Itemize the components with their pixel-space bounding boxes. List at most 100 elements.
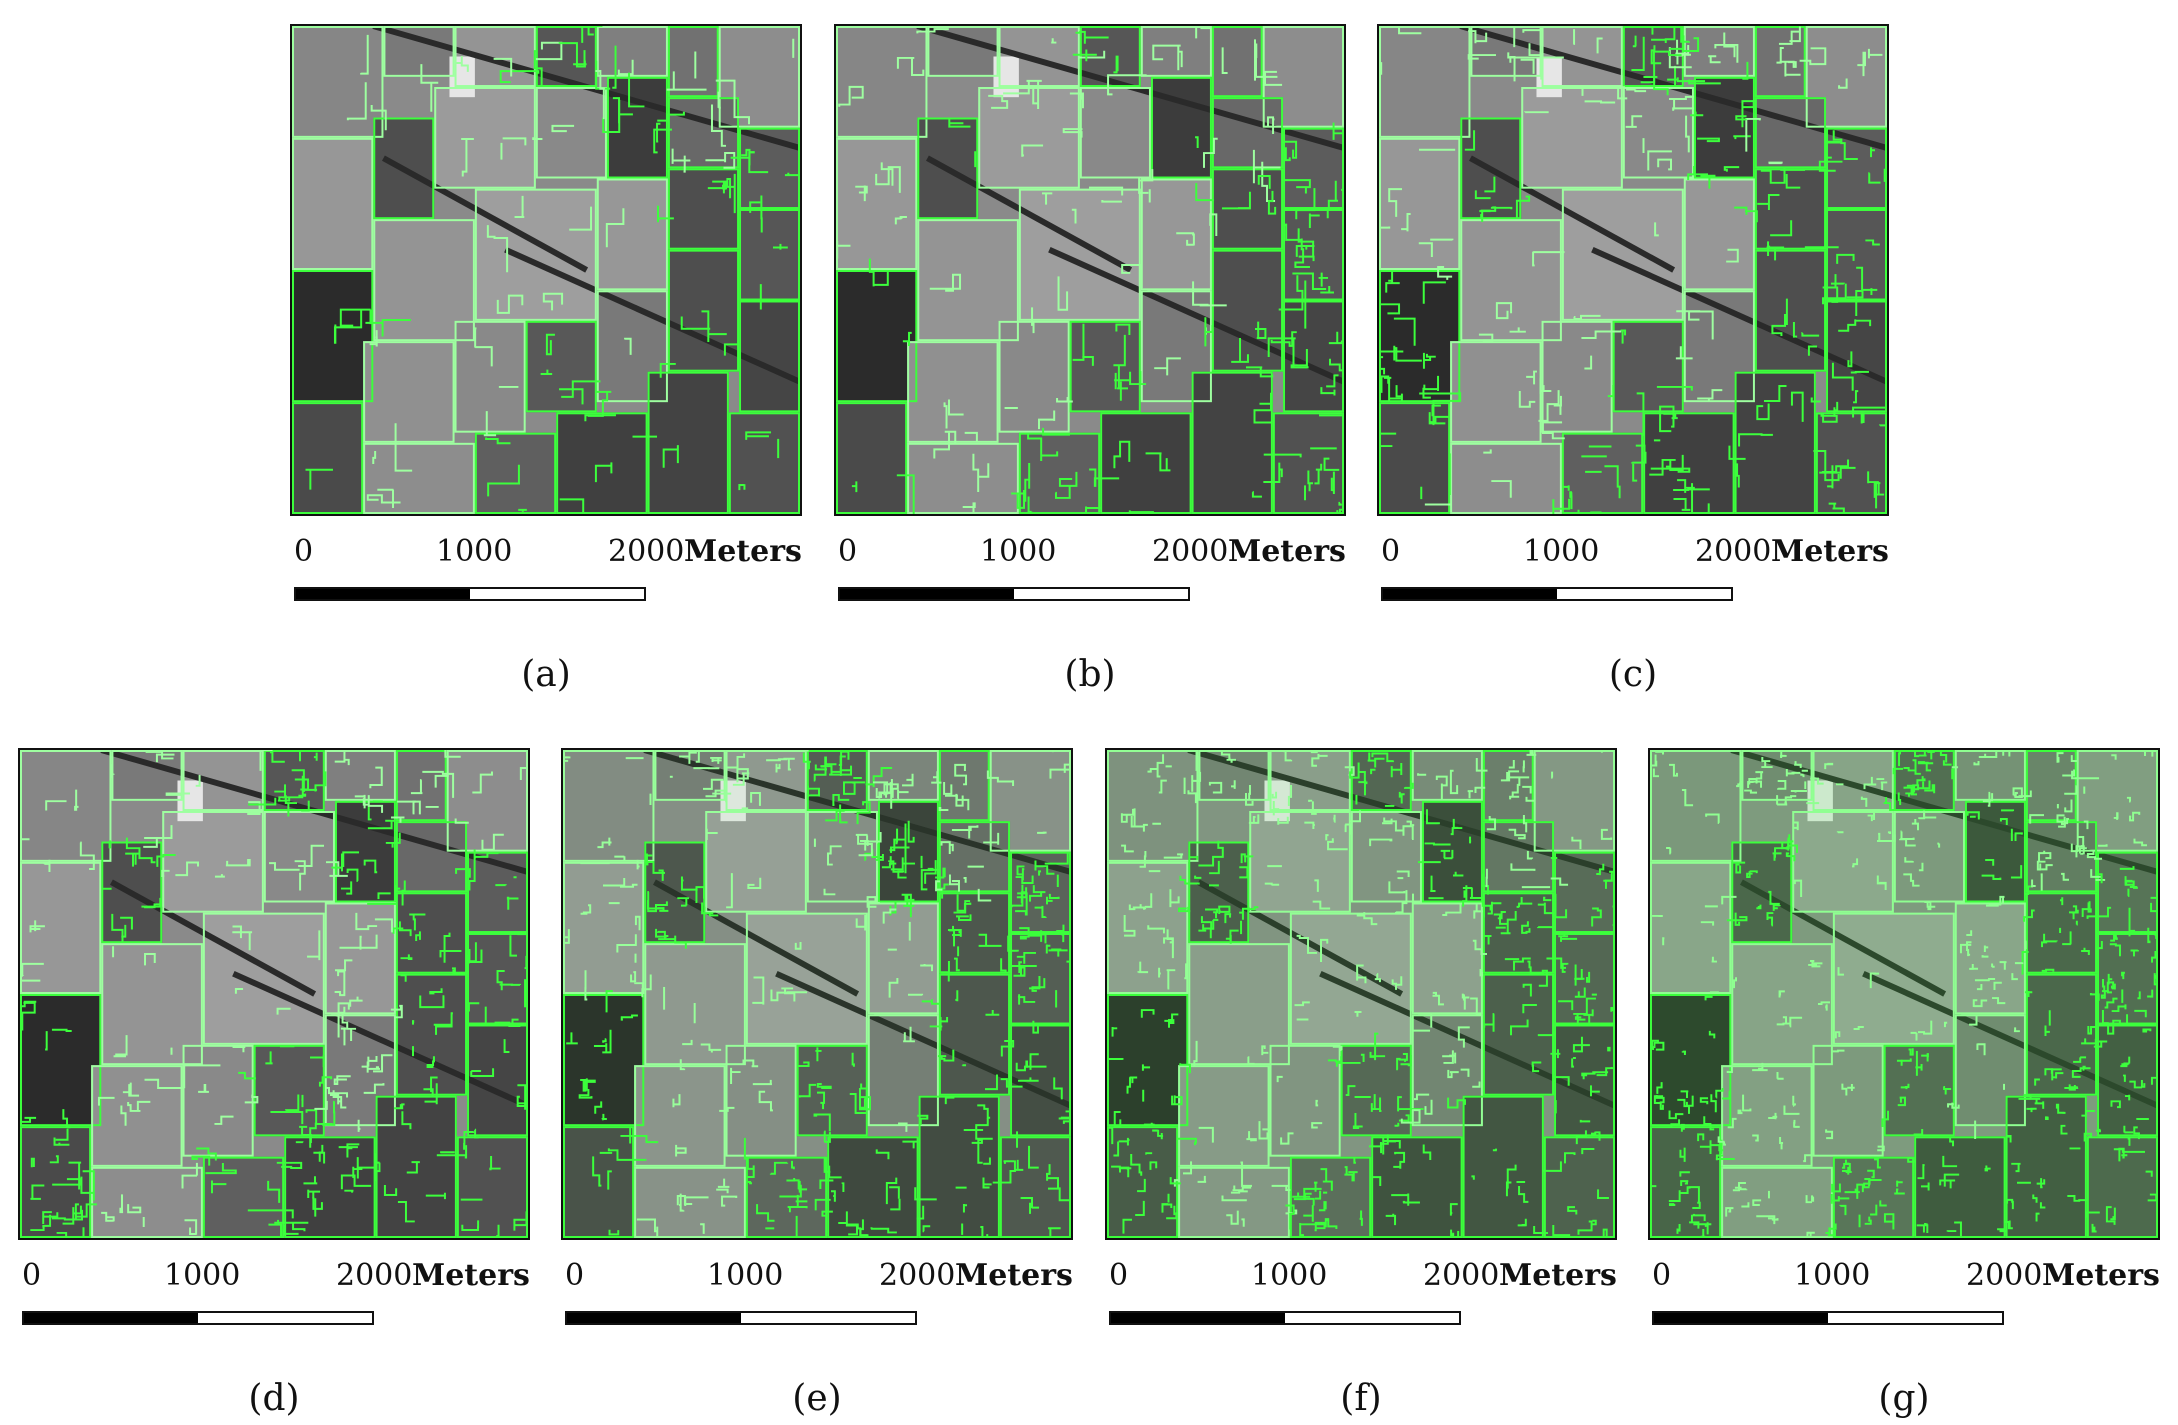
segment-boundary xyxy=(49,1155,59,1164)
segment-boundary xyxy=(842,781,866,795)
segment-boundary xyxy=(284,1136,376,1238)
segment-boundary xyxy=(20,826,30,841)
segment-boundary xyxy=(1813,450,1840,482)
segment-boundary xyxy=(1525,796,1535,802)
segment-boundary xyxy=(1449,1052,1457,1064)
segment-boundary xyxy=(569,206,593,231)
segment-boundary xyxy=(1417,773,1427,776)
segment-boundary xyxy=(202,912,325,1045)
scale-tick-2000: 2000 xyxy=(608,534,685,569)
segment-boundary xyxy=(1344,1166,1348,1175)
segment-boundary xyxy=(443,932,451,963)
segment-boundary xyxy=(1484,934,1492,945)
segment-boundary xyxy=(1752,1199,1762,1206)
segment-boundary xyxy=(2018,790,2032,798)
segment-boundary xyxy=(144,1078,184,1090)
segment-boundary xyxy=(1056,924,1065,933)
segment-boundary xyxy=(394,1103,405,1110)
segment-boundary xyxy=(517,1084,527,1110)
segment-boundary xyxy=(1869,972,1880,989)
land-field xyxy=(91,1166,203,1238)
segment-boundary xyxy=(263,811,335,903)
segment-boundary xyxy=(1379,356,1386,375)
segment-boundary xyxy=(1920,1182,1930,1191)
scale-bar-dark-segment xyxy=(840,589,1014,599)
segment-boundary xyxy=(1943,1173,1960,1187)
segment-boundary xyxy=(630,971,637,983)
segment-boundary xyxy=(1692,1201,1701,1210)
segment-boundary xyxy=(1211,168,1284,250)
segment-boundary xyxy=(2089,993,2100,1001)
segment-boundary xyxy=(1726,248,1739,263)
segment-boundary xyxy=(1283,300,1344,413)
segment-boundary xyxy=(645,853,665,874)
segment-boundary xyxy=(821,1210,833,1217)
segment-boundary xyxy=(597,837,612,849)
segment-boundary xyxy=(1924,900,1936,911)
segment-boundary xyxy=(269,751,285,763)
segment-boundary xyxy=(372,451,377,465)
segment-boundary xyxy=(1575,1130,1587,1145)
segment-boundary xyxy=(1541,421,1565,440)
segment-boundary xyxy=(875,166,901,193)
segment-boundary xyxy=(1550,877,1569,886)
segment-boundary xyxy=(20,1000,37,1015)
segment-boundary xyxy=(819,1179,834,1190)
segment-boundary xyxy=(1107,750,1199,862)
segment-boundary xyxy=(1897,792,1902,805)
segment-boundary xyxy=(310,1054,325,1068)
segment-boundary xyxy=(594,462,613,483)
segment-boundary xyxy=(20,861,102,994)
segment-boundary xyxy=(1388,188,1403,217)
segment-boundary xyxy=(1596,863,1605,876)
segment-boundary xyxy=(1297,228,1315,262)
segment-boundary xyxy=(1479,969,1484,977)
segment-boundary xyxy=(198,1083,209,1093)
segment-boundary xyxy=(1225,934,1232,944)
segment-boundary xyxy=(2101,1009,2109,1026)
segment-boundary xyxy=(182,750,264,811)
segment-boundary xyxy=(365,318,411,337)
segment-boundary xyxy=(2014,962,2024,965)
segment-boundary xyxy=(2133,1126,2140,1140)
land-field xyxy=(474,188,597,321)
scale-bar-light-segment xyxy=(1014,589,1188,599)
segment-boundary xyxy=(2091,1223,2097,1233)
segment-boundary xyxy=(1397,877,1404,880)
segment-boundary xyxy=(451,967,456,972)
scale-unit: Meters xyxy=(1499,1258,1617,1293)
panel-caption: (g) xyxy=(1878,1378,1930,1419)
segment-boundary xyxy=(1385,270,1400,293)
segment-boundary xyxy=(836,137,918,270)
segment-boundary xyxy=(1024,463,1031,502)
segment-boundary xyxy=(608,1229,620,1236)
segment-boundary xyxy=(1398,26,1422,35)
segment-boundary xyxy=(1482,750,1534,822)
segment-boundary xyxy=(954,763,968,786)
segment-boundary xyxy=(2024,885,2032,896)
segment-boundary xyxy=(110,764,115,778)
segment-boundary xyxy=(1062,128,1083,138)
segment-boundary xyxy=(1785,769,1801,777)
segment-boundary xyxy=(1468,30,1488,44)
segment-boundary xyxy=(1333,814,1336,823)
segment-boundary xyxy=(1672,107,1694,111)
segment-boundary xyxy=(400,974,407,982)
land-field xyxy=(363,442,475,514)
segment-boundary xyxy=(1655,750,1664,755)
land-field xyxy=(938,892,1011,974)
segment-boundary xyxy=(1918,862,1924,872)
segment-boundary xyxy=(849,1092,867,1115)
segment-boundary xyxy=(470,1068,495,1078)
segment-boundary xyxy=(1411,824,1415,841)
segment-boundary xyxy=(101,943,203,1066)
segment-boundary xyxy=(672,1094,681,1108)
segment-boundary xyxy=(2104,997,2118,1009)
segment-boundary xyxy=(1437,266,1453,280)
segment-boundary xyxy=(1245,366,1274,378)
segment-boundary xyxy=(1393,1151,1406,1169)
segment-boundary xyxy=(596,26,668,77)
segment-boundary xyxy=(1632,463,1638,482)
segment-boundary xyxy=(1397,1096,1424,1112)
scale-bar xyxy=(565,1311,917,1325)
